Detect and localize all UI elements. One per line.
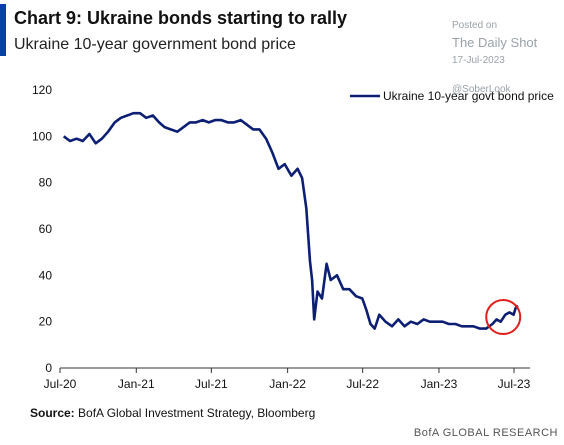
x-tick-label: Jan-22 (269, 377, 306, 391)
y-tick-label: 120 (32, 83, 52, 97)
watermark-posted: Posted on (452, 20, 498, 31)
x-tick-label: Jan-23 (421, 377, 458, 391)
y-tick-label: 0 (45, 361, 52, 375)
source-note: Source: BofA Global Investment Strategy,… (30, 406, 315, 420)
footer-brand: BofA GLOBAL RESEARCH (413, 427, 558, 439)
x-tick-label: Jul-20 (44, 377, 77, 391)
x-tick-label: Jan-21 (118, 377, 155, 391)
highlight-circle (485, 299, 522, 336)
chart-subtitle: Ukraine 10-year government bond price (14, 36, 296, 53)
chart-title: Chart 9: Ukraine bonds starting to rally (14, 8, 348, 28)
watermark-handle: @SoberLook (452, 84, 511, 95)
watermark-brand: The Daily Shot (452, 35, 538, 50)
x-tick-label: Jul-23 (498, 377, 531, 391)
y-tick-label: 100 (32, 129, 52, 143)
source-text: BofA Global Investment Strategy, Bloombe… (78, 406, 316, 420)
legend-label: Ukraine 10-year govt bond price (383, 89, 554, 103)
x-tick-label: Jul-21 (195, 377, 228, 391)
x-tick-label: Jul-22 (346, 377, 379, 391)
y-tick-label: 40 (39, 268, 53, 282)
watermark-date: 17-Jul-2023 (452, 55, 505, 66)
y-tick-label: 60 (39, 222, 53, 236)
y-tick-label: 80 (39, 176, 53, 190)
y-tick-label: 20 (39, 315, 53, 329)
title-accent-bar (0, 4, 6, 56)
source-label: Source: (30, 406, 75, 420)
series-line (62, 111, 519, 330)
